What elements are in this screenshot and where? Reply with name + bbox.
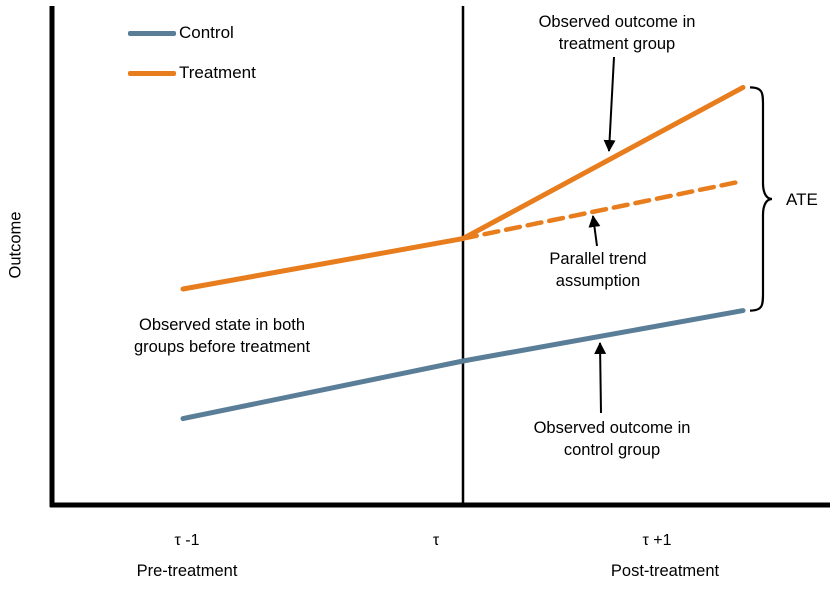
x-tick-pre: τ -1 xyxy=(174,532,200,549)
annotation-pre-treatment-state: Observed state in both groups before tre… xyxy=(133,316,311,356)
arrow-parallel-trend xyxy=(588,215,601,247)
arrow-control-observed xyxy=(594,342,607,414)
x-tick-treatment-time: τ xyxy=(432,532,440,549)
legend-item-control: Control xyxy=(128,23,234,43)
y-axis-label: Outcome xyxy=(6,211,25,279)
ate-brace xyxy=(749,86,773,312)
series-line-parallel-trend-counterfactual xyxy=(460,178,746,241)
legend-item-treatment: Treatment xyxy=(128,63,256,83)
annotation-treatment-observed: Observed outcome in treatment group xyxy=(538,13,696,53)
x-tick-post: τ +1 xyxy=(642,532,672,549)
ate-label: ATE xyxy=(786,190,818,209)
arrow-treatment-observed xyxy=(603,56,616,152)
annotation-parallel-trend: Parallel trend assumption xyxy=(549,250,647,290)
x-sublabel-pre-treatment: Pre-treatment xyxy=(136,562,238,580)
control-line-swatch xyxy=(128,30,176,36)
series-line-control xyxy=(180,308,746,422)
x-sublabel-post-treatment: Post-treatment xyxy=(610,562,720,580)
legend-label-control: Control xyxy=(179,23,234,42)
treatment-line-swatch xyxy=(128,70,176,76)
annotation-control-observed: Observed outcome in control group xyxy=(533,419,691,459)
legend-label-treatment: Treatment xyxy=(179,63,256,82)
